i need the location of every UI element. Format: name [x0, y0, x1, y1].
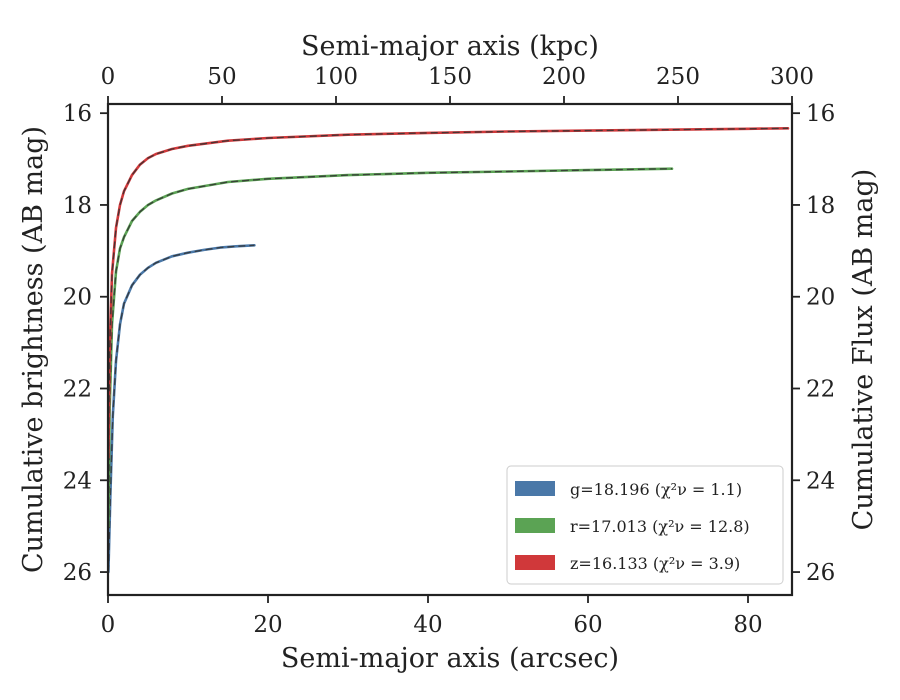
- y-tick-label: 20: [63, 285, 92, 311]
- legend-box: [506, 465, 784, 585]
- ticks: 0 20 40 60 80 0 50 100 150 200 250 300 16 16 18 18 20 20 2…: [63, 64, 836, 638]
- top-x-axis-title: Semi-major axis (kpc): [301, 31, 599, 62]
- series-line-z: [107, 127, 790, 459]
- right-y-axis-title: Cumulative Flux (AB mag): [848, 169, 879, 531]
- y-axis-title: Cumulative brightness (AB mag): [18, 126, 49, 573]
- legend: g=18.196 (χ²ν = 1.1) r=17.013 (χ²ν = 12.8…: [506, 465, 784, 585]
- legend-swatch: [515, 518, 555, 533]
- legend-label: g=18.196 (χ²ν = 1.1): [570, 480, 742, 499]
- x-tick-label: 60: [573, 612, 602, 638]
- x-axis-title: Semi-major axis (arcsec): [281, 643, 619, 674]
- model-line-z: [107, 127, 789, 458]
- right-y-tick-label: 24: [806, 468, 835, 494]
- x-tick-label: 80: [733, 612, 762, 638]
- x-tick-label: 40: [413, 612, 442, 638]
- legend-label: r=17.013 (χ²ν = 12.8): [570, 517, 750, 536]
- legend-swatch: [515, 481, 555, 496]
- series-line-g: [107, 244, 256, 574]
- plot-lines: [107, 127, 790, 574]
- y-tick-label: 22: [63, 377, 92, 403]
- top-x-tick-label: 200: [542, 64, 586, 90]
- x-tick-label: 20: [253, 612, 282, 638]
- top-x-tick-label: 0: [101, 64, 116, 90]
- top-x-tick-label: 100: [314, 64, 358, 90]
- y-tick-label: 16: [63, 101, 92, 127]
- y-tick-label: 24: [63, 468, 92, 494]
- legend-swatch: [515, 555, 555, 570]
- top-x-tick-label: 50: [207, 64, 236, 90]
- model-line-r: [107, 168, 673, 527]
- y-tick-label: 26: [63, 560, 92, 586]
- top-x-tick-label: 150: [428, 64, 472, 90]
- right-y-tick-label: 26: [806, 560, 835, 586]
- right-y-tick-label: 20: [806, 285, 835, 311]
- y-tick-label: 18: [63, 193, 92, 219]
- top-x-tick-label: 250: [656, 64, 700, 90]
- right-y-tick-label: 16: [806, 101, 835, 127]
- model-line-g: [107, 244, 255, 573]
- right-y-tick-label: 18: [806, 193, 835, 219]
- legend-label: z=16.133 (χ²ν = 3.9): [570, 554, 740, 573]
- right-y-tick-label: 22: [806, 377, 835, 403]
- x-tick-label: 0: [101, 612, 116, 638]
- top-x-tick-label: 300: [770, 64, 814, 90]
